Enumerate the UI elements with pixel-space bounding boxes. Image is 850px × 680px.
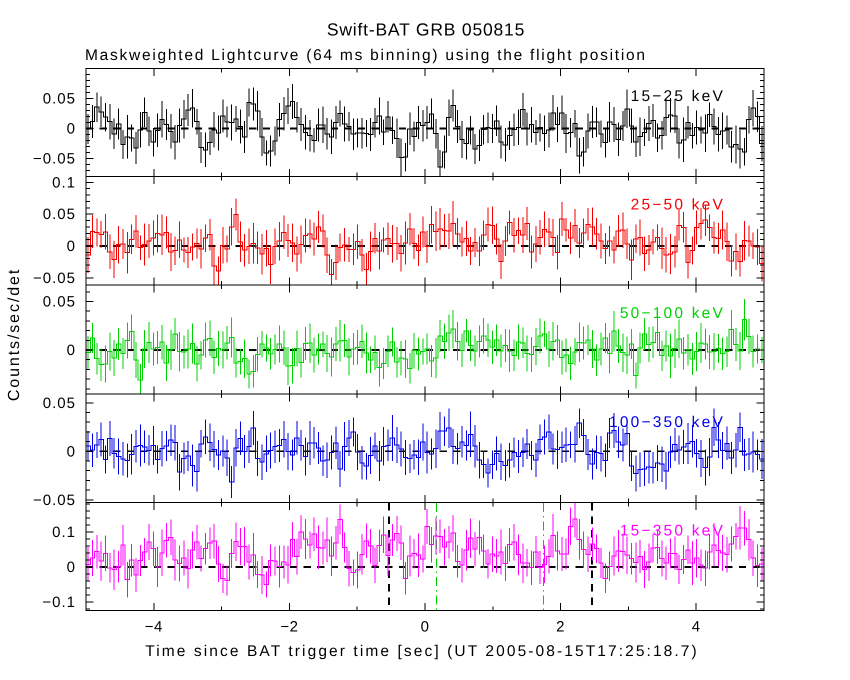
svg-text:2: 2 xyxy=(556,619,565,636)
svg-text:0: 0 xyxy=(67,559,76,576)
svg-text:0: 0 xyxy=(421,619,430,636)
svg-text:−0.05: −0.05 xyxy=(33,492,76,509)
svg-text:100−350 keV: 100−350 keV xyxy=(609,414,725,431)
svg-text:0.05: 0.05 xyxy=(43,395,76,412)
svg-text:Time since BAT trigger time [s: Time since BAT trigger time [sec] (UT 20… xyxy=(145,643,699,660)
svg-text:0: 0 xyxy=(67,121,76,138)
svg-text:−0.05: −0.05 xyxy=(33,151,76,168)
svg-text:0.1: 0.1 xyxy=(52,524,76,541)
svg-text:0: 0 xyxy=(67,342,76,359)
svg-text:50−100 keV: 50−100 keV xyxy=(620,305,725,322)
svg-text:−2: −2 xyxy=(280,619,298,636)
svg-text:0.1: 0.1 xyxy=(52,174,76,191)
svg-text:Swift-BAT GRB 050815: Swift-BAT GRB 050815 xyxy=(327,20,525,40)
svg-text:−0.1: −0.1 xyxy=(42,594,76,611)
svg-text:15−25 keV: 15−25 keV xyxy=(631,88,725,105)
svg-text:0.05: 0.05 xyxy=(43,294,76,311)
svg-text:15−350 keV: 15−350 keV xyxy=(620,522,725,539)
svg-text:−4: −4 xyxy=(145,619,163,636)
svg-text:4: 4 xyxy=(692,619,701,636)
svg-text:0.05: 0.05 xyxy=(43,206,76,223)
svg-text:−0.05: −0.05 xyxy=(33,270,76,287)
svg-text:25−50 keV: 25−50 keV xyxy=(631,197,725,214)
svg-text:0.05: 0.05 xyxy=(43,91,76,108)
svg-text:0: 0 xyxy=(67,443,76,460)
svg-text:Maskweighted Lightcurve (64 ms: Maskweighted Lightcurve (64 ms binning) … xyxy=(85,47,647,64)
svg-text:Counts/sec/det: Counts/sec/det xyxy=(6,268,23,401)
svg-text:0: 0 xyxy=(67,238,76,255)
